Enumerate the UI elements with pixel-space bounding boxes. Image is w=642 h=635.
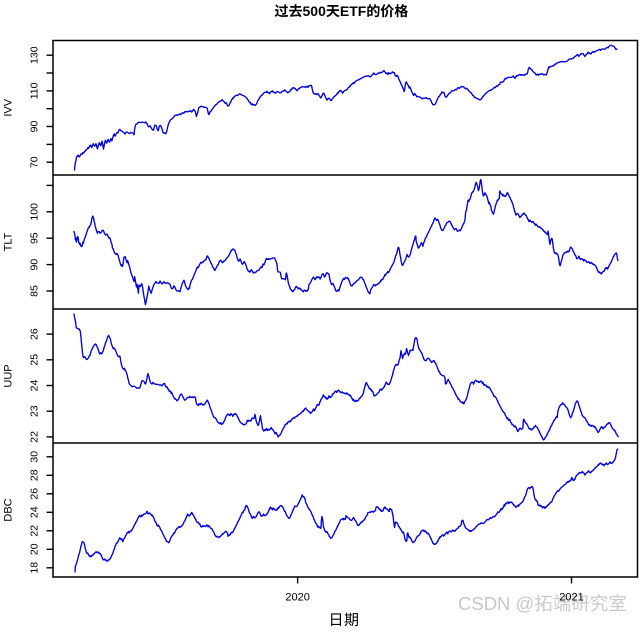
svg-text:2020: 2020 [285, 592, 309, 604]
svg-text:CSDN @: CSDN @ [458, 593, 534, 614]
svg-text:IVV: IVV [3, 98, 15, 116]
svg-text:100: 100 [29, 203, 41, 221]
svg-text:20: 20 [29, 543, 41, 555]
svg-text:110: 110 [29, 82, 41, 99]
svg-text:500: 500 [303, 3, 327, 19]
svg-text:85: 85 [29, 285, 41, 297]
svg-text:28: 28 [29, 469, 41, 481]
svg-text:18: 18 [29, 562, 41, 574]
svg-text:22: 22 [29, 525, 41, 537]
svg-text:24: 24 [29, 380, 41, 392]
svg-text:23: 23 [29, 405, 41, 417]
svg-text:95: 95 [29, 232, 41, 244]
svg-text:DBC: DBC [3, 498, 15, 521]
svg-text:22: 22 [29, 431, 41, 443]
svg-text:30: 30 [29, 451, 41, 463]
svg-text:TLT: TLT [3, 232, 15, 251]
svg-text:25: 25 [29, 354, 41, 366]
svg-text:90: 90 [29, 259, 41, 271]
svg-text:26: 26 [29, 328, 41, 340]
svg-text:70: 70 [29, 156, 41, 168]
svg-text:24: 24 [29, 506, 41, 518]
svg-text:UUP: UUP [3, 364, 15, 387]
svg-text:26: 26 [29, 488, 41, 500]
svg-text:2021: 2021 [559, 592, 583, 604]
svg-text:90: 90 [29, 121, 41, 133]
svg-text:ETF: ETF [340, 3, 367, 19]
svg-text:130: 130 [29, 46, 41, 64]
